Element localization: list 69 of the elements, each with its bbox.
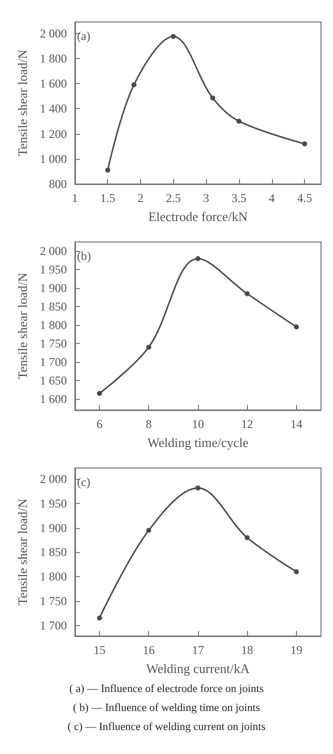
text: (b): [77, 249, 91, 263]
x-tick-label: 3.5: [231, 191, 246, 205]
point: [195, 485, 200, 490]
point: [146, 528, 152, 533]
x-axis-title: Welding time/cycle: [147, 435, 249, 450]
y-tick-label: 800: [48, 177, 67, 191]
y-tick-label: 1 600: [40, 76, 67, 91]
point: [105, 168, 110, 173]
y-tick-label: 1 900: [40, 281, 67, 296]
x-tick-label: 16: [142, 643, 155, 657]
y-tick-label: 1 800: [40, 51, 67, 66]
point: [302, 141, 308, 146]
y-tick-label: 1 200: [40, 126, 67, 141]
text: (a): [77, 29, 90, 43]
point: [195, 256, 200, 262]
point: [236, 118, 242, 124]
point: [210, 95, 216, 100]
x-tick-label: 1.5: [100, 191, 116, 205]
x-tick-label: 17: [192, 643, 204, 657]
y-tick-label: 1 850: [40, 545, 67, 560]
y-tick-label: 1 950: [40, 496, 67, 511]
y-tick-label: 2 000: [40, 472, 67, 486]
y-tick-label: 1 800: [40, 318, 67, 332]
text: (c): [77, 475, 90, 489]
x-tick-label: 2.5: [166, 191, 181, 205]
x-tick-label: 12: [241, 417, 254, 431]
point: [244, 291, 250, 296]
x-tick-label: 1: [72, 191, 78, 205]
y-tick-label: 2 000: [40, 244, 67, 258]
x-tick-label: 4: [268, 191, 275, 205]
x-tick-label: 3: [203, 191, 210, 205]
text: ( a) — Influence of electrode force on joints: [68, 682, 265, 697]
point: [131, 82, 136, 88]
y-tick-label: 1 750: [40, 594, 67, 608]
point: [294, 324, 299, 330]
x-tick-label: 6: [96, 417, 103, 431]
text: ( b) — Influence of welding time on joints: [72, 701, 261, 716]
point: [97, 615, 102, 620]
point: [244, 535, 250, 540]
y-tick-label: 2 000: [40, 26, 67, 40]
x-tick-label: 2: [138, 191, 144, 205]
text: ( c) — Influence of welding current on joints: [66, 720, 266, 735]
x-tick-label: 10: [192, 417, 204, 431]
y-tick-label: 1 650: [40, 373, 67, 388]
y-tick-label: 1 900: [40, 520, 67, 535]
y-tick-label: 1 000: [40, 152, 67, 166]
x-tick-label: 14: [290, 417, 302, 431]
point: [97, 390, 102, 396]
y-tick-label: 1 950: [40, 262, 67, 277]
y-tick-label: 1 400: [40, 102, 67, 116]
y-axis-title: Tensile shear load/N: [15, 272, 30, 380]
y-tick-label: 1 700: [40, 355, 67, 369]
point: [170, 34, 176, 39]
x-tick-label: 18: [241, 643, 254, 657]
y-tick-label: 1 600: [40, 392, 67, 406]
x-axis-title: Welding current/kA: [146, 661, 250, 676]
y-tick-label: 1 700: [40, 618, 67, 632]
x-tick-label: 19: [290, 643, 302, 657]
y-axis-title: Tensile shear load/N: [15, 498, 30, 606]
x-tick-label: 8: [146, 417, 152, 431]
y-tick-label: 1 850: [40, 300, 67, 314]
y-tick-label: 1 800: [40, 570, 67, 584]
point: [294, 569, 299, 574]
point: [146, 344, 152, 350]
x-tick-label: 4.5: [297, 191, 312, 205]
x-axis-title: Electrode force/kN: [148, 209, 248, 224]
y-axis-title: Tensile shear load/N: [15, 49, 30, 156]
y-tick-label: 1 750: [40, 336, 67, 351]
x-tick-label: 15: [94, 643, 106, 657]
